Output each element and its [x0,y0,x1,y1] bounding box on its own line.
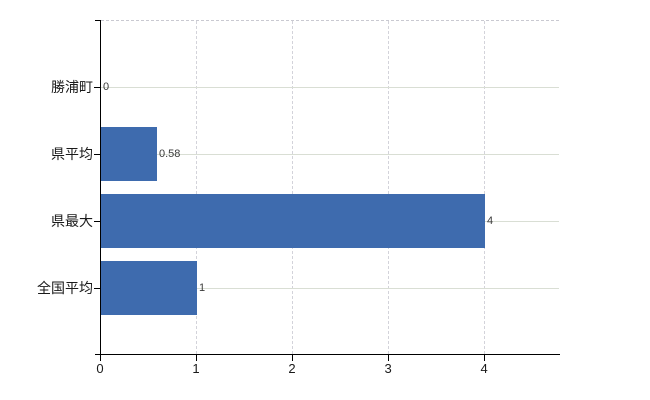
bar [101,194,485,248]
y-axis-line [100,20,101,355]
horizontal-gridline [101,86,559,88]
category-label: 県最大 [51,213,93,229]
y-axis-tick [94,153,100,155]
horizontal-gridline [101,287,559,289]
x-axis-tick [196,355,198,361]
horizontal-gridline [101,153,559,155]
data-label: 4 [487,215,494,227]
category-label: 全国平均 [37,280,93,296]
data-label: 0.58 [159,148,181,160]
data-label: 1 [199,282,206,294]
x-axis-tick [100,355,101,361]
x-tick-label: 3 [384,361,392,376]
x-tick-label: 0 [96,361,104,376]
bar [101,127,157,181]
data-label: 0 [103,81,110,93]
vertical-gridline [387,21,389,354]
vertical-gridline [483,21,485,354]
vertical-gridline [291,21,293,354]
category-label: 勝浦町 [51,79,93,95]
x-tick-label: 4 [480,361,488,376]
category-label: 県平均 [51,146,93,162]
vertical-gridline [195,21,197,354]
x-tick-label: 1 [192,361,200,376]
x-axis-line [95,354,560,355]
x-axis-tick [292,355,294,361]
x-axis-tick [484,355,486,361]
bar [101,261,197,315]
x-axis-tick [388,355,390,361]
y-axis-tick [94,220,100,222]
y-axis-tick [94,86,100,88]
y-axis-tick [94,287,100,289]
x-tick-label: 2 [288,361,296,376]
y-axis-top-tick [95,20,101,21]
plot-area [101,20,559,355]
